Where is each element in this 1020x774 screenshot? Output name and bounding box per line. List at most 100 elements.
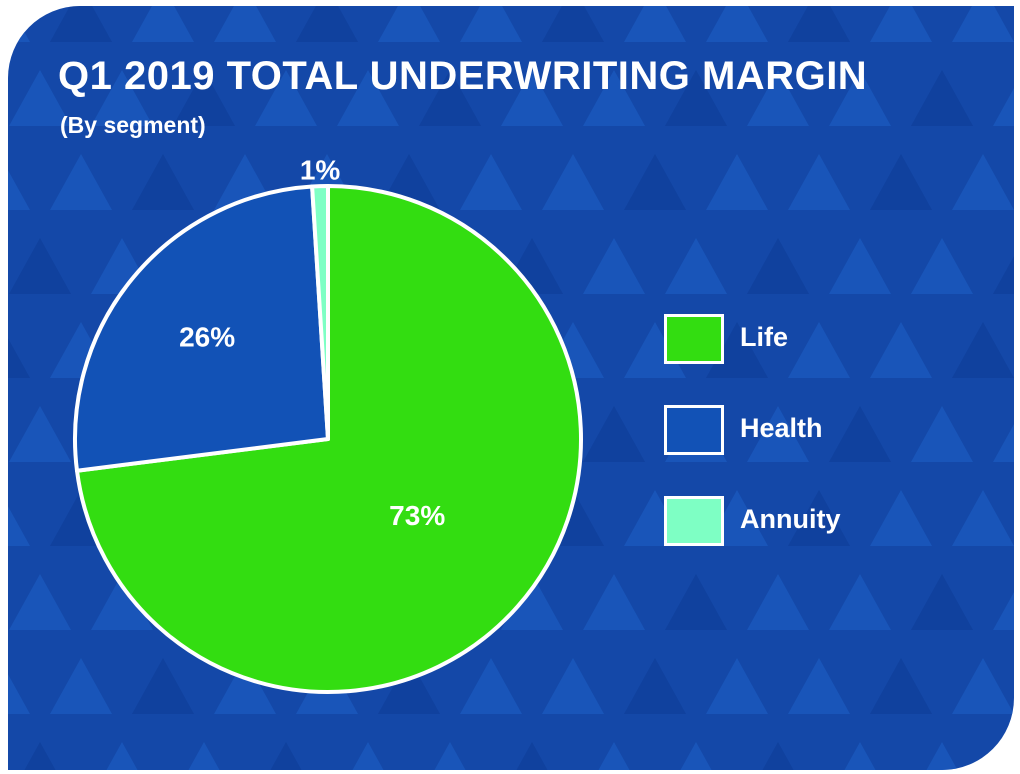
pattern-triangle <box>542 6 604 42</box>
pattern-triangle <box>624 658 686 714</box>
pattern-triangle <box>173 70 235 126</box>
pattern-triangle <box>624 322 686 378</box>
pattern-triangle <box>50 154 112 210</box>
pattern-triangle <box>9 238 71 294</box>
pattern-triangle <box>9 574 71 630</box>
pattern-triangle <box>993 424 1014 462</box>
pattern-triangle <box>952 154 1014 210</box>
legend-swatch-life <box>664 314 724 364</box>
pattern-triangle <box>8 170 30 210</box>
pattern-triangle <box>255 70 317 126</box>
slice-label-life: 73% <box>389 500 445 531</box>
pie-chart: 73% 26% 1% <box>73 155 583 694</box>
pie-slice-annuity <box>310 184 330 441</box>
pattern-triangle <box>460 658 522 714</box>
pattern-triangle <box>706 658 768 714</box>
pattern-triangle <box>378 658 440 714</box>
pattern-triangle <box>788 322 850 378</box>
pattern-triangle <box>952 490 1014 546</box>
pattern-triangle <box>911 406 973 462</box>
pattern-triangle <box>870 490 932 546</box>
legend-swatch-health <box>664 405 724 455</box>
pattern-triangle <box>788 658 850 714</box>
pattern-triangle <box>952 6 1014 42</box>
pattern-triangle <box>132 154 194 210</box>
pattern-triangle <box>8 506 30 546</box>
pattern-triangle <box>501 574 563 630</box>
pattern-triangle <box>8 674 30 714</box>
slice-label-health: 26% <box>179 321 235 352</box>
pattern-triangle <box>542 658 604 714</box>
pattern-triangle <box>132 658 194 714</box>
legend-swatch-annuity <box>664 496 724 546</box>
pattern-triangle <box>911 238 973 294</box>
pattern-triangle <box>665 70 727 126</box>
pattern-triangle <box>214 6 276 42</box>
pattern-triangle <box>665 574 727 630</box>
pattern-triangle <box>665 238 727 294</box>
pattern-triangle <box>952 322 1014 378</box>
pattern-triangle <box>706 154 768 210</box>
pattern-triangle <box>624 154 686 210</box>
pattern-triangle <box>9 406 71 462</box>
pattern-triangle <box>583 574 645 630</box>
legend-label-health: Health <box>740 413 823 443</box>
pattern-triangle <box>829 238 891 294</box>
pattern-triangle <box>91 70 153 126</box>
pattern-triangle <box>214 658 276 714</box>
pattern-triangle <box>747 574 809 630</box>
pattern-triangle <box>624 6 686 42</box>
pattern-triangle <box>762 742 794 770</box>
pattern-triangle <box>434 742 466 770</box>
pattern-triangle <box>829 574 891 630</box>
pattern-triangle <box>870 658 932 714</box>
legend-label-annuity: Annuity <box>740 504 841 534</box>
pattern-triangle <box>911 574 973 630</box>
chart-card: Q1 2019 TOTAL UNDERWRITING MARGIN (By se… <box>8 6 1014 770</box>
pattern-triangle <box>501 70 563 126</box>
pattern-triangle <box>870 322 932 378</box>
pattern-triangle <box>583 238 645 294</box>
pattern-triangle <box>706 6 768 42</box>
pattern-triangle <box>188 742 220 770</box>
pattern-triangle <box>270 742 302 770</box>
pattern-triangle <box>460 6 522 42</box>
slice-label-annuity: 1% <box>300 155 341 186</box>
pattern-triangle <box>706 322 768 378</box>
pattern-triangle <box>516 742 548 770</box>
chart-subtitle: (By segment) <box>60 112 206 138</box>
pattern-triangle <box>680 742 712 770</box>
pattern-triangle <box>583 406 645 462</box>
pattern-triangle <box>460 154 522 210</box>
pattern-triangle <box>952 658 1014 714</box>
pattern-triangle <box>50 6 112 42</box>
pattern-triangle <box>747 70 809 126</box>
chart-title: Q1 2019 TOTAL UNDERWRITING MARGIN <box>58 54 868 98</box>
pattern-triangle <box>296 6 358 42</box>
pattern-triangle <box>788 6 850 42</box>
pattern-triangle <box>993 88 1014 126</box>
pattern-triangle <box>419 70 481 126</box>
pattern-triangle <box>829 70 891 126</box>
pattern-triangle <box>24 742 56 770</box>
pattern-triangle <box>911 70 973 126</box>
pattern-triangle <box>829 406 891 462</box>
pattern-triangle <box>1008 760 1014 770</box>
pattern-triangle <box>352 742 384 770</box>
legend-label-life: Life <box>740 322 789 352</box>
pattern-triangle <box>9 70 71 126</box>
pattern-triangle <box>8 6 30 42</box>
pattern-triangle <box>542 154 604 210</box>
pattern-triangle <box>993 592 1014 630</box>
pattern-triangle <box>106 742 138 770</box>
pattern-triangle <box>926 742 958 770</box>
pie-slice-health <box>73 184 330 473</box>
pattern-triangle <box>91 574 153 630</box>
pattern-triangle <box>870 154 932 210</box>
pattern-triangle <box>993 256 1014 294</box>
pattern-triangle <box>747 406 809 462</box>
pattern-triangle <box>788 490 850 546</box>
pattern-triangle <box>378 6 440 42</box>
pattern-triangle <box>870 6 932 42</box>
pattern-triangle <box>50 658 112 714</box>
